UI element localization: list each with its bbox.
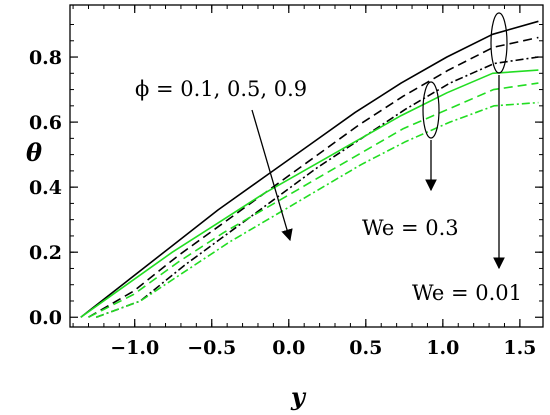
series-layer: [80, 20, 539, 318]
y-tick-label: 0.2: [29, 242, 62, 264]
x-tick-label: 0.0: [272, 337, 305, 359]
x-tick-label: 1.0: [426, 337, 459, 359]
y-tick-label: 0.6: [29, 112, 62, 134]
x-tick-label: −0.5: [187, 337, 236, 359]
phi-arrow: [251, 109, 293, 242]
x-tick-label: −1.0: [110, 337, 159, 359]
series-green-dash-line: [88, 82, 539, 318]
series-green-solid-line: [80, 69, 539, 318]
we-0-3-annotation: We = 0.3: [362, 216, 459, 240]
phi-annotation: ϕ = 0.1, 0.5, 0.9: [135, 77, 307, 101]
annotation-layer: ϕ = 0.1, 0.5, 0.9 We = 0.3 We = 0.01: [135, 12, 522, 305]
y-tick-label: 0.0: [29, 307, 62, 329]
x-axis-title: y: [290, 382, 307, 411]
we-0-3-ellipse: [422, 81, 440, 139]
series-black-dashdot-line: [95, 56, 539, 318]
y-tick-label: 0.8: [29, 47, 62, 69]
y-tick-label: 0.4: [29, 177, 62, 199]
plot-frame: [69, 4, 544, 328]
y-axis-title: θ: [26, 138, 42, 167]
we-0-01-ellipse: [490, 12, 508, 74]
x-tick-label: 0.5: [349, 337, 382, 359]
we-0-01-annotation: We = 0.01: [412, 281, 522, 305]
series-green-dashdot-line: [95, 101, 539, 318]
x-tick-label: 1.5: [503, 337, 536, 359]
series-black-solid-line: [80, 20, 539, 318]
series-black-dash-line: [88, 36, 539, 318]
axes-layer: −1.0 −0.5 0.0 0.5 1.0 1.5 0.0 0.2 0.4 0.6 0.8: [29, 4, 544, 359]
